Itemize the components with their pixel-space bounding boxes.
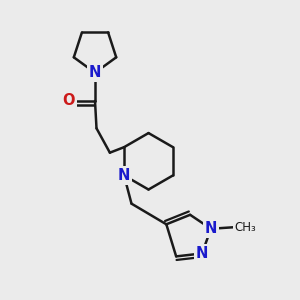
Text: N: N — [89, 65, 101, 80]
Text: O: O — [63, 94, 75, 109]
Text: N: N — [118, 168, 130, 183]
Text: CH₃: CH₃ — [235, 221, 256, 234]
Text: N: N — [205, 221, 217, 236]
Text: N: N — [196, 246, 208, 261]
